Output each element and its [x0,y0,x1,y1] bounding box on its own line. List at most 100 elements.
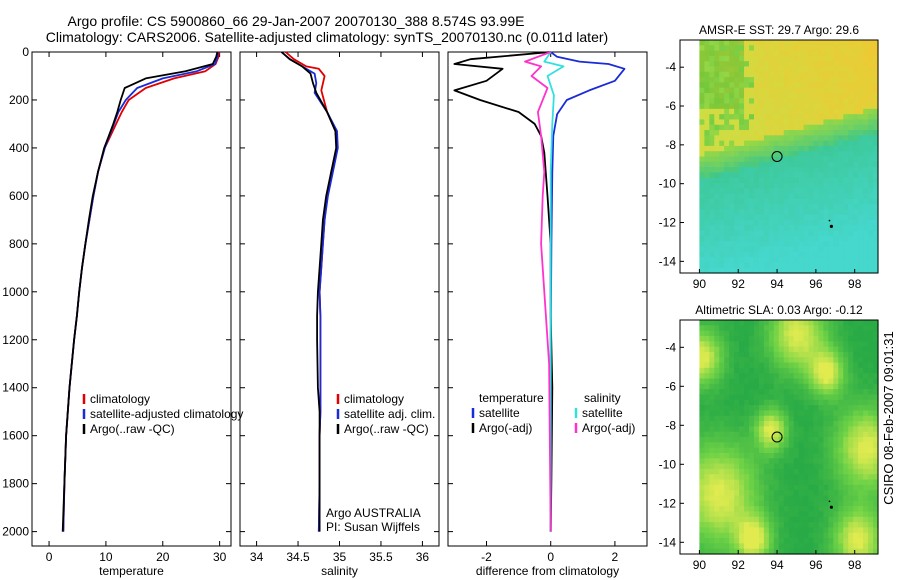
heatmap-cell [709,351,715,358]
heatmap-cell [853,167,859,173]
heatmap-cell [868,50,874,57]
heatmap-cell [863,262,869,269]
heatmap-cell [778,140,785,147]
heatmap-cell [803,209,810,216]
heatmap-cell [858,267,864,274]
heatmap-cell [739,399,745,406]
heatmap-cell [714,220,720,226]
heatmap-cell [788,351,795,358]
heatmap-cell [798,140,805,147]
heatmap-cell [863,458,869,465]
heatmap-cell [763,516,770,523]
heatmap-cell [843,82,849,89]
heatmap-cell [709,257,715,264]
heatmap-cell [739,246,745,253]
heatmap-cell [848,447,854,454]
heatmap-cell [863,330,869,337]
heatmap-cell [813,383,820,390]
heatmap-cell [833,346,839,353]
heatmap-cell [768,40,775,46]
heatmap-cell [734,421,740,427]
heatmap-cell [749,156,755,163]
heatmap-cell [798,325,805,332]
heatmap-cells [699,320,879,555]
heatmap-cell [803,161,810,168]
heatmap-cell [753,410,760,417]
heatmap-cell [813,474,820,481]
heatmap-cell [704,479,710,486]
heatmap-cell [863,40,869,46]
heatmap-cell [749,447,755,454]
heatmap-cell [838,511,844,518]
heatmap-cell [868,495,874,502]
heatmap-cell [828,320,834,326]
heatmap-cell [783,55,790,62]
heatmap-cell [793,516,800,523]
heatmap-cell [798,214,805,221]
heatmap-cell [828,479,834,486]
heatmap-cell [744,209,750,216]
heatmap-cell [729,130,735,136]
heatmap-cell [734,77,740,83]
heatmap-cell [704,394,710,401]
heatmap-cell [863,182,869,189]
heatmap-cell [843,214,849,221]
heatmap-cell [724,172,730,179]
heatmap-cell [808,167,815,173]
heatmap-cell [788,103,795,110]
heatmap-cell [773,405,780,412]
heatmap-cell [818,262,825,269]
heatmap-cell [788,50,795,57]
heatmap-cell [749,257,755,264]
heatmap-cell [803,437,810,443]
heatmap-cell [843,506,849,513]
heatmap-cell [753,383,760,390]
heatmap-cell [739,177,745,184]
heatmap-cell [773,442,780,449]
heatmap-cell [724,543,730,550]
heatmap-cell [818,367,825,374]
heatmap-cell [783,506,790,513]
heatmap-cell [778,225,785,232]
heatmap-cell [868,341,874,348]
heatmap-cell [788,522,795,529]
heatmap-cell [863,267,869,274]
heatmap-cell [778,463,785,470]
heatmap-cell [739,193,745,200]
heatmap-cell [724,151,730,158]
x-tick-label: 92 [732,277,746,291]
heatmap-cell [853,209,859,216]
heatmap-cell [758,527,765,534]
heatmap-cell [709,437,715,443]
heatmap-cell [818,66,825,73]
heatmap-cell [848,373,854,380]
heatmap-cell [868,262,874,269]
heatmap-cell [823,399,829,406]
heatmap-cell [739,77,745,83]
heatmap-cell [714,87,720,94]
heatmap-cell [823,188,829,195]
heatmap-cell [853,193,859,200]
heatmap-cell [833,351,839,358]
heatmap-cell [858,415,864,422]
heatmap-cell [739,479,745,486]
heatmap-cell [699,55,705,62]
heatmap-cell [798,516,805,523]
heatmap-cell [843,209,849,216]
heatmap-cell [793,341,800,348]
heatmap-cell [823,452,829,459]
heatmap-cell [793,479,800,486]
heatmap-cell [828,172,834,179]
heatmap-cell [739,543,745,550]
heatmap-cell [813,484,820,491]
heatmap-cell [823,516,829,523]
heatmap-cell [858,452,864,459]
heatmap-cell [868,214,874,221]
heatmap-cell [808,394,815,401]
heatmap-cell [873,543,879,550]
heatmap-cell [773,55,780,62]
heatmap-cell [838,198,844,205]
heatmap-cell [788,548,795,555]
heatmap-cell [749,225,755,232]
heatmap-cell [709,77,715,83]
